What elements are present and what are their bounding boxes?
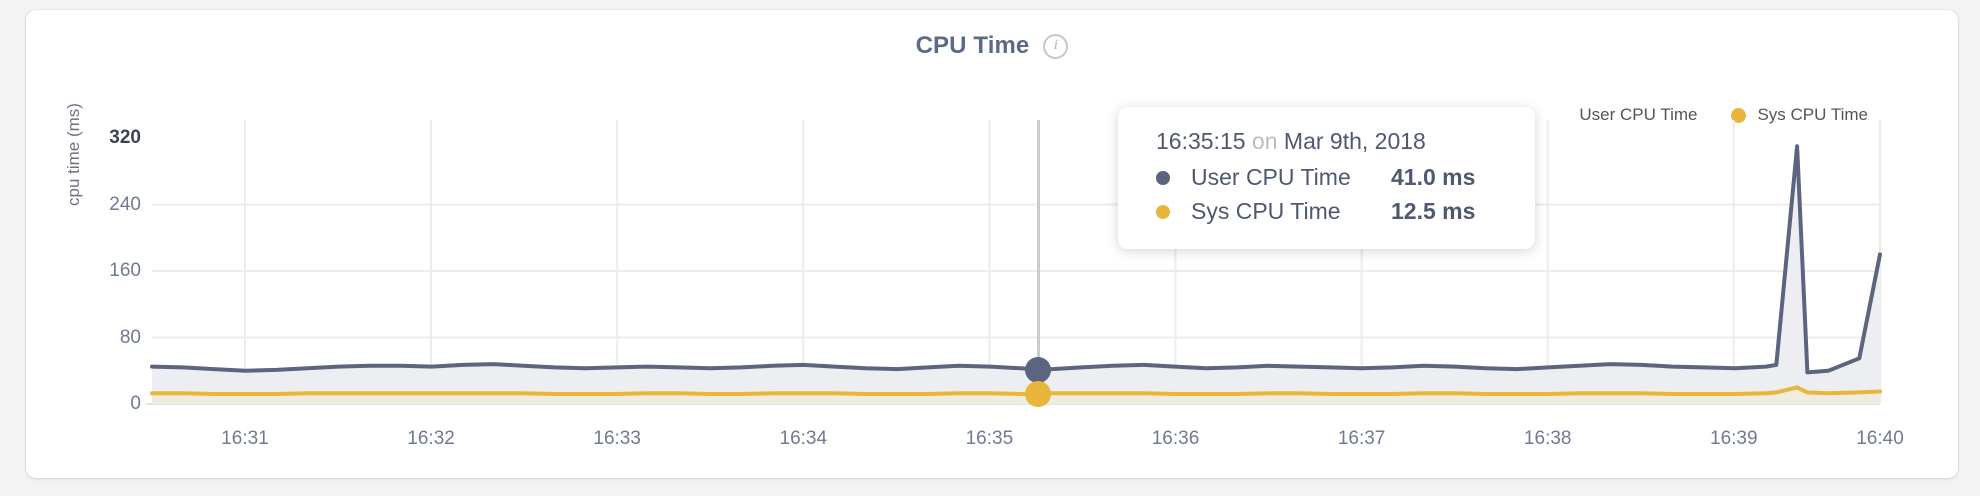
cursor-point-sys [1025, 380, 1052, 407]
x-tick-16-34: 16:34 [779, 428, 828, 449]
y-axis-ticks: 320 240 160 80 0 [51, 10, 141, 478]
x-tick-16-35: 16:35 [965, 428, 1014, 449]
tooltip-dot-user [1156, 170, 1170, 185]
x-tick-16-37: 16:37 [1337, 428, 1386, 449]
chart-canvas [146, 120, 1882, 405]
x-tick-16-39: 16:39 [1710, 428, 1758, 449]
plot-area[interactable]: cpu time (ms) 320 240 160 80 0 16:31 16:32 16:… [26, 10, 1958, 478]
tooltip-name-sys: Sys CPU Time [1191, 198, 1341, 224]
y-tick-160: 160 [109, 260, 141, 281]
legend-dot-sys [1731, 107, 1747, 123]
x-tick-16-38: 16:38 [1523, 428, 1572, 449]
legend-item-sys-cpu-time[interactable]: Sys CPU Time [1731, 105, 1868, 125]
y-tick-320: 320 [109, 127, 141, 148]
y-tick-240: 240 [109, 193, 141, 215]
crosshair-line [1036, 120, 1040, 404]
x-tick-16-36: 16:36 [1151, 428, 1200, 449]
tooltip-on-word: on [1251, 128, 1278, 154]
chart-header: CPU Time i [26, 32, 1958, 60]
tooltip-row-sys: Sys CPU Time 12.5 ms [1156, 198, 1505, 225]
y-tick-80: 80 [119, 326, 141, 348]
page-title: CPU Time [915, 32, 1030, 59]
info-icon[interactable]: i [1043, 33, 1069, 59]
legend-label-sys: Sys CPU Time [1757, 105, 1868, 124]
tooltip-dot-sys [1156, 204, 1170, 219]
tooltip-date: Mar 9th, 2018 [1283, 128, 1426, 154]
tooltip-name-user: User CPU Time [1191, 164, 1351, 190]
legend-item-user-cpu-time[interactable]: User CPU Time [1553, 105, 1697, 125]
x-tick-16-32: 16:32 [407, 428, 455, 449]
y-tick-0: 0 [130, 393, 141, 414]
tooltip-value-sys: 12.5 ms [1391, 198, 1476, 224]
tooltip-row-user: User CPU Time 41.0 ms [1156, 164, 1505, 191]
hover-tooltip: 16:35:15 on Mar 9th, 2018 User CPU Time … [1118, 107, 1535, 249]
x-tick-16-31: 16:31 [221, 428, 269, 449]
chart-card: CPU Time i User CPU Time Sys CPU Time cp… [26, 10, 1958, 478]
x-tick-16-40: 16:40 [1856, 428, 1904, 449]
cursor-point-user [1025, 356, 1052, 383]
tooltip-value-user: 41.0 ms [1391, 164, 1476, 190]
legend-label-user: User CPU Time [1579, 105, 1698, 124]
chart-legend: User CPU Time Sys CPU Time [1553, 105, 1868, 125]
tooltip-time: 16:35:15 [1156, 128, 1246, 154]
tooltip-timestamp: 16:35:15 on Mar 9th, 2018 [1156, 128, 1505, 155]
x-tick-16-33: 16:33 [593, 428, 641, 449]
